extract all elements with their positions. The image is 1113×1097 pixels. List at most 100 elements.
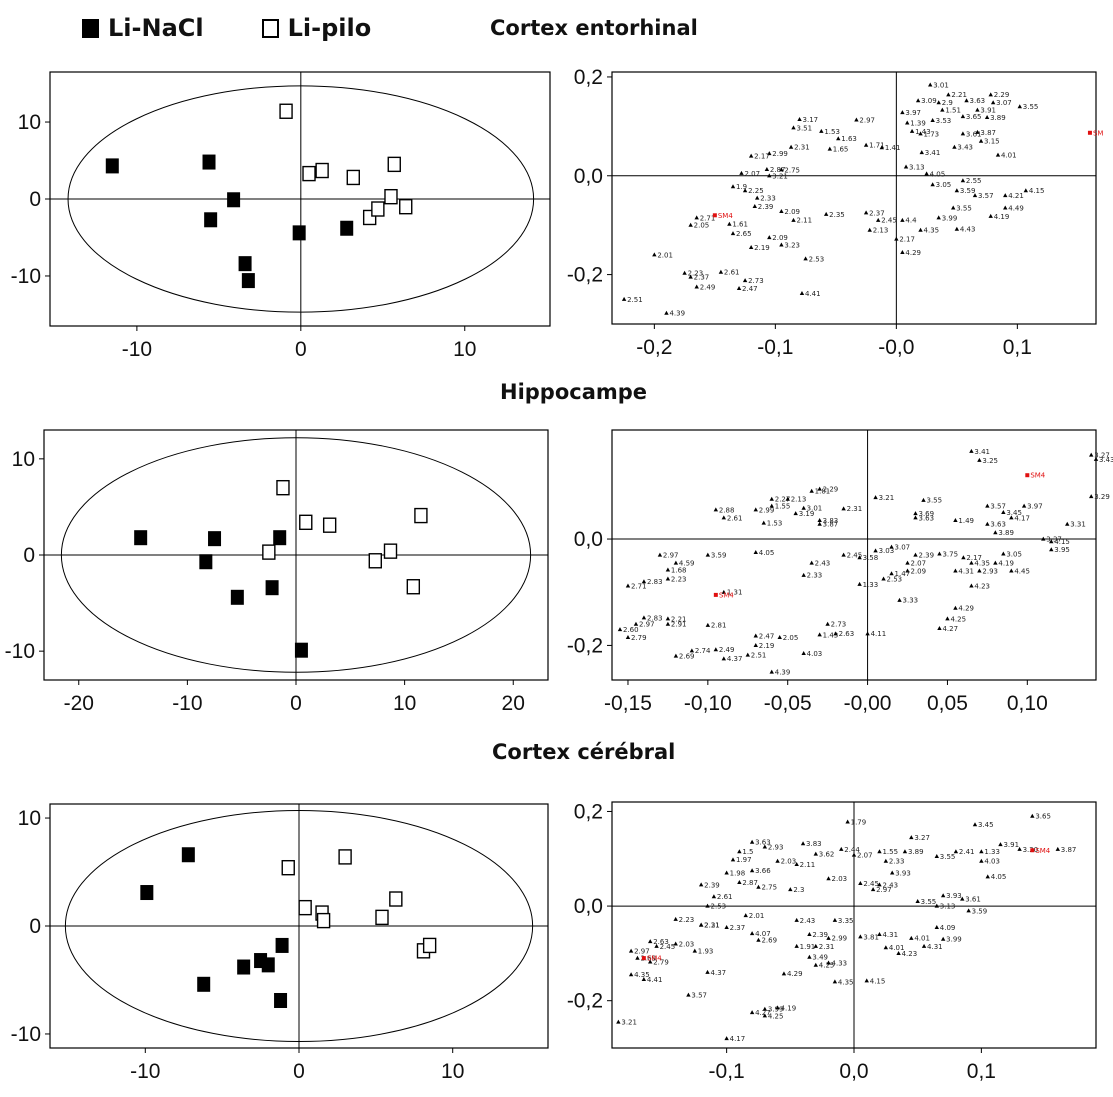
highlighted-loading-label: SM4 [647, 955, 662, 963]
loading-label: 2.09 [911, 567, 927, 575]
loading-label: 3.57 [990, 503, 1006, 511]
x-tick-label: -0,10 [684, 692, 732, 715]
loading-label: 2.13 [873, 227, 889, 235]
loading-label: 1.71 [869, 142, 885, 150]
highlighted-loading-point [1087, 130, 1092, 135]
loading-label: 2.99 [772, 150, 788, 158]
loading-point [617, 627, 623, 632]
loading-point [769, 503, 774, 508]
loading-point [1055, 846, 1060, 851]
loading-point [863, 210, 869, 215]
y-tick-label: 0 [29, 915, 41, 938]
loading-point [809, 488, 814, 493]
x-tick-label: 0,10 [1007, 692, 1048, 715]
loading-label: 2.97 [663, 552, 679, 560]
loading-point [1009, 568, 1014, 573]
loading-point [979, 849, 984, 854]
loading-label: 2.31 [819, 943, 835, 951]
loading-point [799, 290, 805, 295]
loading-label: 3.95 [1054, 546, 1070, 554]
loading-point [889, 544, 894, 549]
score-point-li-pilo [302, 165, 316, 182]
loading-label: 3.59 [972, 907, 988, 915]
loading-label: 2.65 [736, 230, 752, 238]
loading-label: 2.43 [815, 559, 831, 567]
loading-point [793, 511, 798, 516]
loading-point [692, 948, 697, 953]
loading-point [841, 552, 846, 557]
loading-label: 3.43 [957, 144, 973, 152]
loading-label: 4.05 [991, 873, 1007, 881]
loading-label: 3.45 [1006, 509, 1022, 517]
loading-point [797, 117, 802, 122]
loading-label: 2.17 [899, 236, 915, 244]
loading-label: 3.13 [909, 163, 925, 171]
loading-label: 4.31 [882, 931, 898, 939]
title-cortex-entorhinal: Cortex entorhinal [490, 16, 698, 40]
loading-label: 3.43 [1099, 456, 1113, 464]
highlighted-loading-label: SM4 [1035, 847, 1050, 855]
x-tick-label: 10 [441, 1060, 464, 1083]
loading-point [794, 917, 799, 922]
loading-label: 2.74 [695, 647, 711, 655]
loading-point [833, 631, 838, 636]
x-tick-label: -20 [64, 692, 94, 715]
y-tick-label: 10 [18, 807, 41, 830]
hippocampe-loadings-plot: -0,15 -0,10 -0,05 -0,00 0,05 0,100,0-0,23.413… [567, 429, 1113, 715]
loading-point [721, 656, 727, 661]
x-tick-label: -10 [130, 1060, 160, 1083]
score-point-li-nacl [241, 273, 255, 289]
score-point-li-nacl [275, 937, 289, 953]
score-point-li-nacl [181, 847, 195, 863]
loading-point [648, 939, 653, 944]
loading-point [739, 170, 744, 175]
highlighted-loading-label: SM4 [718, 212, 733, 220]
loading-label: 3.65 [966, 113, 982, 121]
y-tick-label: 0 [29, 188, 41, 211]
loading-point [972, 193, 978, 198]
loading-point [1001, 510, 1006, 515]
loading-point [851, 852, 857, 857]
loading-point [978, 138, 984, 143]
loading-label: 2.61 [727, 514, 743, 522]
loading-label: 2.03 [679, 940, 695, 948]
x-tick-label: 20 [502, 692, 525, 715]
cerebral-loadings-plot: -0,10,00,10,20,0-0,23.653.453.913.203.87… [567, 800, 1097, 1083]
loading-label: 3.59 [711, 552, 727, 560]
loading-label: 1.53 [824, 128, 840, 136]
loading-point [902, 849, 908, 854]
loading-label: 1.65 [833, 146, 849, 154]
confidence-ellipse [64, 809, 534, 1043]
loading-label: 1.91 [800, 943, 816, 951]
loading-label: 3.53 [936, 117, 952, 125]
loading-label: 4.45 [1014, 567, 1030, 575]
loading-label: 3.97 [1027, 503, 1043, 511]
loading-label: 2.51 [751, 652, 767, 660]
loading-label: 4.11 [871, 630, 887, 638]
loading-point [977, 568, 982, 573]
score-point-li-pilo [368, 553, 382, 569]
score-point-li-pilo [371, 201, 385, 217]
loading-point [913, 515, 918, 520]
x-tick-label: 0 [290, 692, 302, 715]
loading-label: 4.15 [1029, 187, 1045, 195]
loading-label: 3.03 [879, 547, 895, 555]
loading-label: 3.69 [918, 510, 934, 518]
loading-point [988, 213, 993, 218]
loading-point [873, 548, 878, 553]
loading-label: 3.58 [863, 554, 879, 562]
loading-point [883, 858, 889, 863]
loading-point [801, 651, 806, 656]
loading-point [785, 496, 790, 501]
loading-point [985, 521, 990, 526]
loading-point [900, 249, 905, 254]
loading-point [743, 913, 748, 918]
loading-label: 2.69 [640, 955, 656, 963]
loading-point [951, 205, 956, 210]
loading-point [730, 231, 736, 236]
loading-point [761, 520, 766, 525]
loading-label: 3.61 [966, 130, 982, 138]
loading-label: 2.73 [748, 277, 764, 285]
loading-point [779, 167, 784, 172]
loading-point [918, 227, 923, 232]
